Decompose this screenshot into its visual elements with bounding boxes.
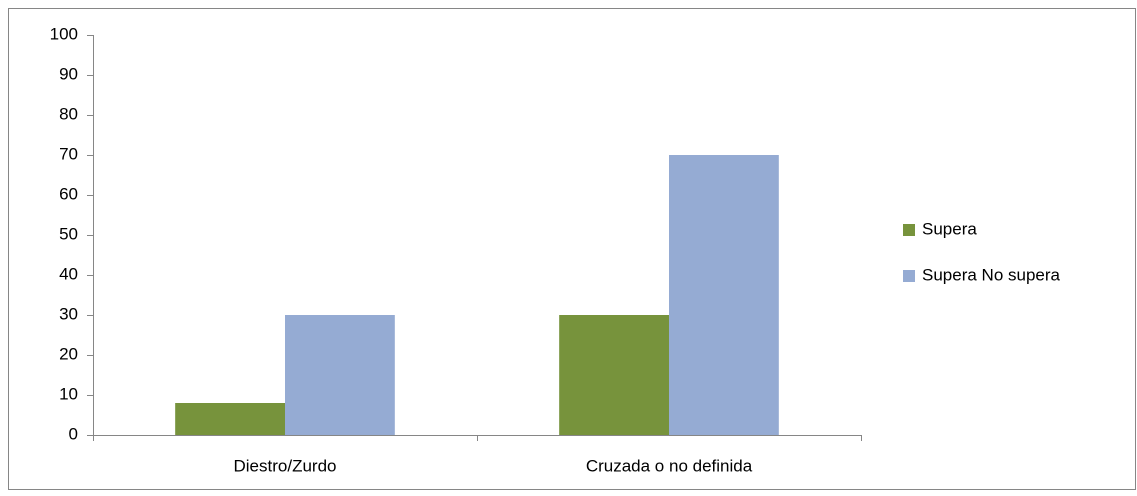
y-tick-label: 30 bbox=[59, 304, 78, 323]
x-tick-label: Diestro/Zurdo bbox=[234, 456, 337, 475]
y-tick-label: 0 bbox=[69, 424, 78, 443]
bar bbox=[559, 315, 669, 435]
y-tick-label: 50 bbox=[59, 224, 78, 243]
y-tick-label: 10 bbox=[59, 384, 78, 403]
y-tick-label: 90 bbox=[59, 64, 78, 83]
legend-swatch bbox=[903, 224, 915, 236]
legend-swatch bbox=[903, 270, 915, 282]
y-tick-label: 20 bbox=[59, 344, 78, 363]
legend-label: Supera bbox=[922, 219, 977, 238]
y-tick-label: 60 bbox=[59, 184, 78, 203]
bar bbox=[175, 403, 285, 435]
y-tick-label: 80 bbox=[59, 104, 78, 123]
x-tick-label: Cruzada o no definida bbox=[586, 456, 753, 475]
bar bbox=[669, 155, 779, 435]
legend-label: Supera No supera bbox=[922, 265, 1061, 284]
bar bbox=[285, 315, 395, 435]
y-tick-label: 40 bbox=[59, 264, 78, 283]
y-tick-label: 70 bbox=[59, 144, 78, 163]
y-tick-label: 100 bbox=[50, 24, 78, 43]
